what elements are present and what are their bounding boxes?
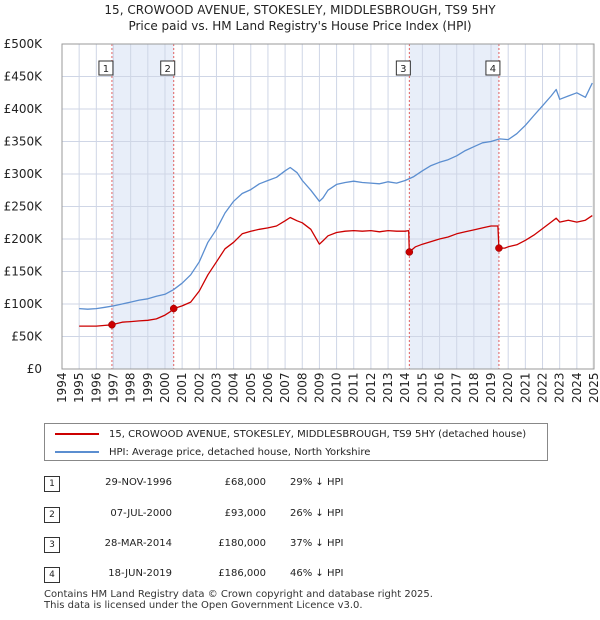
marker-label: 1 <box>103 64 109 75</box>
transaction-price: £180,000 <box>218 538 266 549</box>
y-tick-label: £350K <box>4 135 44 149</box>
x-tick-label: 1999 <box>141 372 155 403</box>
y-tick-label: £50K <box>11 330 43 344</box>
transaction-number: 4 <box>44 567 60 583</box>
x-tick-label: 1996 <box>89 372 103 403</box>
marker-box <box>98 60 114 76</box>
x-tick-label: 2008 <box>295 372 309 403</box>
y-tick-label: £250K <box>4 200 44 214</box>
x-tick-label: 1998 <box>124 372 138 403</box>
legend-swatch-hpi <box>55 451 99 453</box>
plot-border <box>61 43 595 370</box>
x-tick-label: 2014 <box>398 372 412 403</box>
x-tick-label: 1994 <box>55 372 69 403</box>
chart-title-line2: Price paid vs. HM Land Registry's House … <box>128 19 472 33</box>
x-tick-label: 2015 <box>415 372 429 403</box>
transaction-price: £68,000 <box>224 477 266 488</box>
y-tick-label: £100K <box>4 297 44 311</box>
marker-box <box>485 60 501 76</box>
y-tick-label: £500K <box>4 37 44 51</box>
x-tick-label: 2003 <box>209 372 223 403</box>
x-tick-label: 2016 <box>433 372 447 403</box>
table-row: 4 18-JUN-2019 £186,000 46% ↓ HPI <box>44 567 464 587</box>
x-tick-label: 2025 <box>587 372 600 403</box>
x-tick-label: 2006 <box>261 372 275 403</box>
x-tick-label: 1995 <box>72 372 86 403</box>
series-line-hpi <box>79 82 593 310</box>
y-tick-label: £200K <box>4 232 44 246</box>
legend-item-property: 15, CROWOOD AVENUE, STOKESLEY, MIDDLESBR… <box>45 425 526 443</box>
table-row: 1 29-NOV-1996 £68,000 29% ↓ HPI <box>44 476 464 496</box>
y-tick-label: £300K <box>4 167 44 181</box>
x-tick-label: 2024 <box>570 372 584 403</box>
x-tick-label: 2010 <box>330 372 344 403</box>
transaction-date: 18-JUN-2019 <box>108 568 172 579</box>
x-tick-label: 2005 <box>244 372 258 403</box>
legend-swatch-property <box>55 433 99 435</box>
x-tick-label: 2021 <box>518 372 532 403</box>
transaction-date: 07-JUL-2000 <box>110 508 172 519</box>
transaction-price: £186,000 <box>218 568 266 579</box>
forecast-region <box>592 44 594 369</box>
chart-title-line1: 15, CROWOOD AVENUE, STOKESLEY, MIDDLESBR… <box>104 3 496 17</box>
x-tick-label: 2022 <box>536 372 550 403</box>
x-tick-label: 2020 <box>501 372 515 403</box>
y-tick-label: £450K <box>4 70 44 84</box>
sale-point <box>108 321 116 329</box>
legend-label-hpi: HPI: Average price, detached house, Nort… <box>109 446 371 458</box>
x-tick-label: 2019 <box>484 372 498 403</box>
transaction-hpi-diff: 46% ↓ HPI <box>290 568 344 579</box>
x-tick-label: 2017 <box>450 372 464 403</box>
y-tick-label: £0 <box>27 362 42 376</box>
y-tick-label: £150K <box>4 265 44 279</box>
chart-title: 15, CROWOOD AVENUE, STOKESLEY, MIDDLESBR… <box>0 2 600 34</box>
footer: Contains HM Land Registry data © Crown c… <box>44 589 433 611</box>
marker-label: 3 <box>400 64 406 75</box>
legend: 15, CROWOOD AVENUE, STOKESLEY, MIDDLESBR… <box>44 423 548 461</box>
marker-box <box>160 60 176 76</box>
marker-label: 2 <box>165 64 171 75</box>
x-tick-label: 2011 <box>347 372 361 403</box>
transaction-hpi-diff: 26% ↓ HPI <box>290 508 344 519</box>
y-tick-label: £400K <box>4 102 44 116</box>
legend-label-property: 15, CROWOOD AVENUE, STOKESLEY, MIDDLESBR… <box>109 428 527 440</box>
transaction-date: 29-NOV-1996 <box>105 477 172 488</box>
x-tick-label: 2001 <box>175 372 189 403</box>
transaction-price: £93,000 <box>224 508 266 519</box>
sale-point <box>495 244 503 252</box>
x-tick-label: 2007 <box>278 372 292 403</box>
price-chart: £0 £50K £100K £150K £200K £250K £300K £350K £400… <box>4 37 600 403</box>
sale-point <box>405 248 414 256</box>
transaction-hpi-diff: 29% ↓ HPI <box>290 477 344 488</box>
x-tick-label: 2013 <box>381 372 395 403</box>
x-tick-label: 2004 <box>227 372 241 403</box>
transaction-number: 2 <box>44 507 60 523</box>
footer-licence: This data is licensed under the Open Gov… <box>44 600 363 611</box>
transaction-number: 1 <box>44 476 60 492</box>
transaction-date: 28-MAR-2014 <box>104 538 172 549</box>
legend-item-hpi: HPI: Average price, detached house, Nort… <box>45 443 370 461</box>
x-tick-label: 2018 <box>467 372 481 403</box>
transaction-number: 3 <box>44 537 60 553</box>
marker-box <box>395 60 411 76</box>
x-tick-label: 2000 <box>158 372 172 403</box>
x-tick-label: 2002 <box>192 372 206 403</box>
transaction-hpi-diff: 37% ↓ HPI <box>290 538 344 549</box>
x-tick-label: 2012 <box>364 372 378 403</box>
table-row: 2 07-JUL-2000 £93,000 26% ↓ HPI <box>44 507 464 527</box>
marker-label: 4 <box>490 64 496 75</box>
table-row: 3 28-MAR-2014 £180,000 37% ↓ HPI <box>44 537 464 557</box>
footer-copyright: Contains HM Land Registry data © Crown c… <box>44 589 433 600</box>
sale-point <box>169 304 178 313</box>
x-tick-label: 2023 <box>553 372 567 403</box>
x-tick-label: 2009 <box>312 372 326 403</box>
x-tick-label: 1997 <box>106 372 120 403</box>
